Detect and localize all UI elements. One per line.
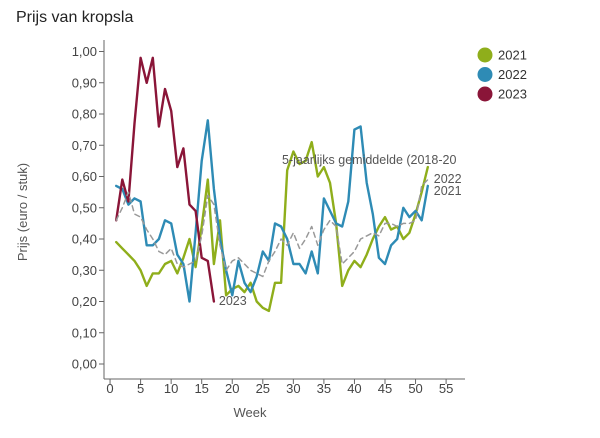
series-label-average: 5-jaarlijks gemiddelde (2018-20 xyxy=(282,153,456,167)
x-tick-label: 55 xyxy=(439,381,453,396)
y-tick-label: 0,90 xyxy=(72,75,97,90)
y-tick-label: 0,30 xyxy=(72,263,97,278)
x-tick-label: 5 xyxy=(137,381,144,396)
series-label-2022: 2022 xyxy=(434,172,462,186)
x-tick-label: 10 xyxy=(164,381,178,396)
x-axis-title: Week xyxy=(234,405,267,420)
chart-title: Prijs van kropsla xyxy=(16,9,134,26)
x-tick-label: 50 xyxy=(408,381,422,396)
x-tick-label: 40 xyxy=(347,381,361,396)
x-tick-label: 45 xyxy=(378,381,392,396)
series-line-2023 xyxy=(114,56,216,303)
y-tick-label: 0,60 xyxy=(72,169,97,184)
legend-label-2021: 2021 xyxy=(498,48,527,63)
x-tick-label: 0 xyxy=(106,381,113,396)
legend-label-2023: 2023 xyxy=(498,87,527,102)
x-tick-label: 35 xyxy=(317,381,331,396)
legend-marker-2023 xyxy=(477,86,493,102)
y-tick-label: 0,70 xyxy=(72,138,97,153)
y-tick-label: 0,10 xyxy=(72,325,97,340)
y-tick-label: 0,50 xyxy=(72,200,97,215)
legend-marker-2021 xyxy=(477,47,493,63)
x-tick-label: 25 xyxy=(256,381,270,396)
y-tick-label: 1,00 xyxy=(72,44,97,59)
series-label-2023: 2023 xyxy=(219,294,247,308)
legend-marker-2022 xyxy=(477,67,493,82)
x-tick-label: 30 xyxy=(286,381,300,396)
y-axis-title: Prijs (euro / stuk) xyxy=(15,163,30,261)
y-tick-label: 0,20 xyxy=(72,294,97,309)
y-tick-label: 0,80 xyxy=(72,107,97,122)
y-tick-label: 0,00 xyxy=(72,357,97,372)
y-tick-label: 0,40 xyxy=(72,232,97,247)
x-tick-label: 20 xyxy=(225,381,239,396)
legend-label-2022: 2022 xyxy=(498,67,527,82)
series-line-2022 xyxy=(114,119,429,303)
x-tick-label: 15 xyxy=(194,381,208,396)
series-line-average xyxy=(115,178,429,278)
series-label-2021: 2021 xyxy=(434,184,462,198)
